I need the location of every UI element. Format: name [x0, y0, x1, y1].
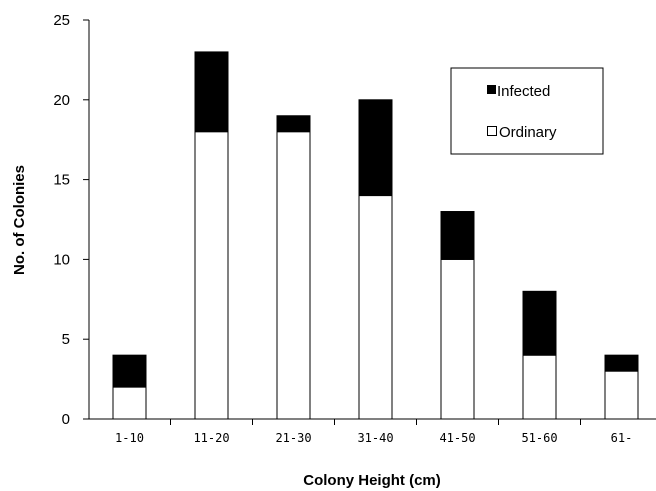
y-tick-label: 20 [53, 92, 70, 109]
y-tick-label: 10 [53, 251, 70, 268]
y-tick-label: 15 [53, 172, 70, 189]
bar-infected [194, 51, 229, 133]
bar-ordinary [440, 258, 475, 420]
y-tick-label: 5 [62, 331, 70, 348]
bar-ordinary [358, 195, 393, 420]
legend-marker-infected [487, 85, 496, 94]
x-tick-label: 41-50 [439, 431, 475, 445]
y-tick-label: 25 [53, 12, 70, 29]
y-ticks: 0 5 10 15 20 25 [53, 12, 89, 428]
legend-marker-ordinary [487, 126, 497, 136]
x-ticks: 1-10 11-20 21-30 31-40 41-50 51-60 61- [115, 419, 632, 445]
bar-ordinary [194, 131, 229, 420]
legend: Infected Ordinary [450, 67, 604, 155]
x-tick-label: 51-60 [521, 431, 557, 445]
bar-infected [358, 99, 393, 197]
y-axis-title: No. of Colonies [11, 165, 28, 275]
bar-ordinary [276, 131, 311, 420]
x-tick-label: 21-30 [275, 431, 311, 445]
y-tick-label: 0 [62, 411, 70, 428]
bar-ordinary [112, 386, 147, 420]
x-tick-label: 11-20 [193, 431, 229, 445]
x-axis-title: Colony Height (cm) [303, 472, 441, 489]
bar-ordinary [522, 354, 557, 420]
bar-infected [604, 354, 639, 372]
legend-label-ordinary: Ordinary [499, 124, 557, 141]
bar-infected [522, 290, 557, 356]
bars-group [112, 51, 639, 420]
legend-box [450, 67, 604, 155]
bar-ordinary [604, 370, 639, 420]
x-tick-label: 31-40 [357, 431, 393, 445]
bar-infected [440, 211, 475, 260]
x-tick-label: 61- [611, 431, 633, 445]
bar-infected [112, 354, 147, 388]
x-tick-label: 1-10 [115, 431, 144, 445]
bar-infected [276, 115, 311, 133]
legend-label-infected: Infected [497, 83, 550, 100]
